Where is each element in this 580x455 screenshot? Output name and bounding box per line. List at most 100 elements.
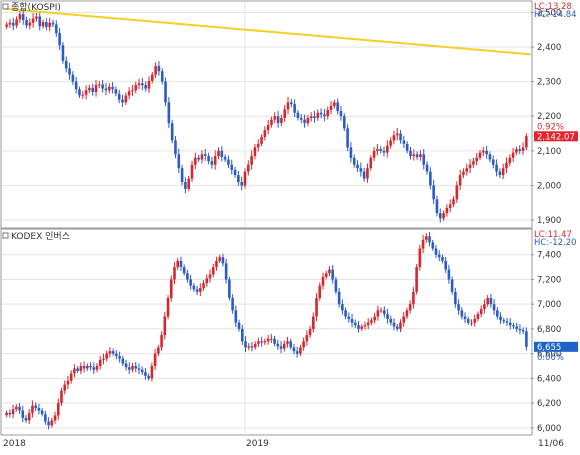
inverse-lc-label: LC:11.47: [534, 230, 572, 240]
inverse-grid: [2, 230, 531, 434]
candle-down: [425, 164, 429, 172]
kospi-hc-label: HC:-14.84: [534, 10, 577, 20]
candle-up: [94, 85, 98, 92]
candle-up: [253, 343, 257, 348]
candle-up: [202, 283, 205, 289]
candle-down: [379, 149, 382, 151]
candle-down: [61, 45, 65, 61]
candle-up: [478, 152, 482, 158]
candle-up: [419, 154, 422, 158]
x-label-date: 11/06: [538, 439, 564, 449]
candle-down: [518, 149, 522, 151]
y-tick-label: 6,200: [537, 399, 561, 409]
candle-down: [293, 104, 296, 113]
candle-up: [205, 278, 209, 284]
candle-up: [369, 157, 373, 169]
candle-down: [295, 351, 299, 354]
candle-down: [353, 322, 357, 326]
candle-up: [134, 85, 138, 91]
candle-up: [247, 346, 251, 348]
candle-up: [84, 90, 88, 95]
candle-down: [71, 74, 75, 82]
candle-down: [346, 128, 349, 148]
y-tick-label: 2,300: [537, 78, 561, 88]
panel-menu-icon[interactable]: [2, 232, 9, 239]
candle-up: [465, 168, 469, 172]
candle-up: [131, 90, 134, 92]
candle-down: [383, 310, 386, 315]
candle-down: [447, 269, 451, 280]
candle-up: [308, 328, 312, 336]
candle-up: [472, 161, 475, 165]
candle-up: [399, 322, 402, 329]
candle-down: [432, 185, 435, 200]
candle-up: [328, 269, 331, 274]
candle-up: [473, 319, 477, 323]
candle-down: [352, 157, 356, 165]
y-tick-label: 2,400: [537, 43, 561, 53]
candle-down: [220, 150, 224, 158]
candle-up: [137, 83, 141, 86]
candle-down: [409, 150, 412, 157]
candle-up: [31, 405, 34, 413]
candle-up: [280, 117, 283, 124]
candle-up: [31, 18, 35, 23]
candle-up: [151, 74, 154, 81]
candle-down: [492, 304, 496, 311]
candle-down: [203, 154, 207, 157]
candle-down: [362, 171, 366, 179]
candle-down: [495, 164, 498, 172]
kospi-title-group: 종합(KOSPI): [2, 2, 61, 13]
candle-down: [382, 150, 386, 153]
candle-down: [237, 322, 241, 329]
candle-down: [195, 289, 199, 292]
candle-down: [344, 310, 347, 317]
candle-down: [392, 322, 396, 327]
y-tick-label: 7,000: [537, 300, 561, 310]
candle-up: [131, 366, 134, 370]
candle-up: [501, 168, 505, 176]
candle-down: [192, 285, 196, 290]
candle-up: [511, 152, 515, 158]
x-axis: 2018 2019 11/06: [3, 439, 564, 449]
panel-menu-icon[interactable]: [2, 3, 9, 10]
candle-up: [321, 276, 325, 286]
candle-down: [64, 60, 68, 69]
candle-up: [56, 403, 60, 416]
candle-up: [452, 199, 455, 205]
candle-down: [441, 257, 444, 261]
candle-down: [147, 375, 150, 379]
candle-down: [45, 22, 48, 27]
candle-up: [470, 322, 473, 324]
candle-up: [333, 102, 336, 106]
candle-down: [512, 325, 515, 327]
candle-down: [164, 81, 167, 103]
candle-down: [92, 367, 96, 370]
candle-down: [444, 260, 447, 270]
candle-up: [315, 298, 318, 317]
candle-down: [415, 154, 419, 158]
candle-down: [207, 156, 210, 162]
candle-up: [150, 366, 154, 379]
candle-up: [360, 326, 364, 329]
candle-up: [286, 341, 289, 344]
candle-down: [234, 310, 238, 323]
candle-up: [53, 415, 57, 421]
candle-up: [98, 84, 101, 86]
kospi-lc-label: LC:13.28: [534, 2, 572, 12]
candle-down: [104, 88, 108, 91]
candle-down: [230, 164, 234, 170]
candle-up: [41, 22, 45, 27]
candle-down: [435, 199, 439, 214]
candle-up: [81, 94, 85, 96]
candle-down: [250, 346, 254, 348]
candle-down: [21, 410, 25, 418]
kospi-last-price-tag: [534, 131, 578, 142]
candle-up: [187, 178, 191, 189]
candle-up: [402, 316, 406, 323]
candle-down: [121, 99, 124, 103]
candle-down: [115, 353, 118, 357]
candle-up: [305, 335, 309, 342]
candle-down: [111, 86, 114, 90]
